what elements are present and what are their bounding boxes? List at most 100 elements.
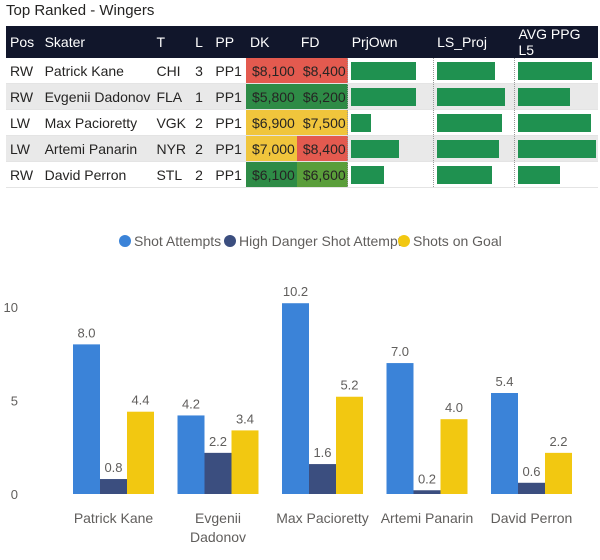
x-tick-label: Max Pacioretty [276, 510, 369, 526]
cell-team: STL [152, 161, 192, 188]
cell-fd-salary: $7,500 [296, 109, 348, 136]
avg-ppg-bar [517, 87, 570, 106]
column-header-team[interactable]: T [152, 26, 192, 58]
column-header-line[interactable]: L [191, 26, 212, 58]
legend-marker [224, 235, 236, 247]
cell-ls-proj [432, 161, 515, 188]
column-header-ls-proj[interactable]: LS_Proj [433, 26, 515, 58]
column-header-pp[interactable]: PP [211, 26, 246, 58]
prjown-bar [351, 61, 416, 80]
table-row[interactable]: LW Artemi Panarin NYR 2 PP1 $7,000 $8,40… [6, 135, 598, 162]
data-label: 1.6 [313, 445, 331, 460]
legend-label: Shot Attempts [134, 233, 221, 249]
avg-ppg-bar [517, 165, 560, 184]
data-label: 3.4 [236, 411, 254, 426]
avg-ppg-bar [517, 139, 597, 158]
data-label: 10.2 [283, 284, 308, 299]
ls-proj-bar [436, 113, 503, 132]
cell-dk-salary: $6,900 [246, 109, 297, 136]
ls-proj-bar [436, 61, 496, 80]
cell-avg-ppg [513, 109, 598, 136]
y-tick-label: 0 [11, 487, 18, 502]
ls-proj-bar [436, 165, 492, 184]
cell-pp: PP1 [211, 58, 246, 84]
column-header-prjown[interactable]: PrjOwn [347, 26, 434, 58]
data-label: 8.0 [77, 325, 95, 340]
cell-line: 2 [191, 135, 212, 162]
cell-skater: Artemi Panarin [40, 135, 153, 162]
data-label: 2.2 [549, 434, 567, 449]
cell-skater: Evgenii Dadonov [40, 83, 153, 110]
data-label: 4.2 [182, 396, 200, 411]
cell-dk-salary: $8,100 [246, 58, 297, 84]
shots-bar-chart: Shot Attempts High Danger Shot Attempts Sh… [4, 233, 573, 545]
cell-team: NYR [152, 135, 192, 162]
cell-pos: RW [6, 58, 41, 84]
cell-fd-salary: $6,200 [296, 83, 348, 110]
ls-proj-bar [436, 139, 499, 158]
table-row[interactable]: RW Evgenii Dadonov FLA 1 PP1 $5,800 $6,2… [6, 83, 598, 110]
bar [336, 396, 363, 494]
data-label: 4.4 [131, 393, 149, 408]
cell-fd-salary: $8,400 [296, 58, 348, 84]
data-label: 0.8 [104, 460, 122, 475]
cell-team: CHI [152, 58, 192, 84]
table-row[interactable]: RW Patrick Kane CHI 3 PP1 $8,100 $8,400 [6, 58, 598, 84]
cell-prjown [347, 135, 434, 162]
bar [282, 303, 309, 494]
prjown-bar [351, 165, 384, 184]
cell-pos: RW [6, 161, 41, 188]
table-row[interactable]: RW David Perron STL 2 PP1 $6,100 $6,600 [6, 161, 598, 188]
bar [73, 344, 100, 494]
cell-team: VGK [152, 109, 192, 136]
cell-pp: PP1 [211, 135, 246, 162]
table-row[interactable]: LW Max Pacioretty VGK 2 PP1 $6,900 $7,50… [6, 109, 598, 136]
column-header-fd[interactable]: FD [296, 26, 348, 58]
bar [100, 479, 127, 494]
x-tick-label: Dadonov [190, 529, 246, 545]
column-header-pos[interactable]: Pos [6, 26, 41, 58]
cell-ls-proj [432, 135, 515, 162]
avg-ppg-bar [517, 61, 593, 80]
cell-pp: PP1 [211, 83, 246, 110]
x-tick-label: Artemi Panarin [381, 510, 474, 526]
x-tick-label: Evgenii [195, 510, 241, 526]
bar [127, 411, 154, 494]
cell-pos: LW [6, 109, 41, 136]
cell-skater: Patrick Kane [40, 58, 153, 84]
cell-dk-salary: $5,800 [246, 83, 297, 110]
cell-line: 2 [191, 109, 212, 136]
cell-skater: Max Pacioretty [40, 109, 153, 136]
legend-label: High Danger Shot Attempts [239, 233, 409, 249]
table-header-row: Pos Skater T L PP DK FD PrjOwn LS_Proj A… [6, 26, 598, 58]
y-tick-label: 10 [4, 300, 18, 315]
cell-line: 3 [191, 58, 212, 84]
bar [491, 393, 518, 494]
legend-marker [398, 235, 410, 247]
y-tick-label: 5 [11, 393, 18, 408]
cell-pos: LW [6, 135, 41, 162]
bar [545, 452, 572, 494]
prjown-bar [351, 113, 371, 132]
bar [413, 490, 441, 494]
cell-pos: RW [6, 83, 41, 110]
column-header-avg-ppg-l5[interactable]: AVG PPG L5 [514, 26, 598, 58]
cell-line: 2 [191, 161, 212, 188]
column-header-dk[interactable]: DK [246, 26, 297, 58]
cell-ls-proj [432, 109, 515, 136]
data-label: 2.2 [209, 434, 227, 449]
avg-ppg-bar [517, 113, 591, 132]
column-header-skater[interactable]: Skater [40, 26, 153, 58]
cell-avg-ppg [513, 58, 598, 84]
wingers-table: Pos Skater T L PP DK FD PrjOwn LS_Proj A… [6, 26, 598, 188]
bar [204, 452, 232, 494]
cell-fd-salary: $8,400 [296, 135, 348, 162]
bar [440, 419, 468, 494]
cell-dk-salary: $6,100 [246, 161, 297, 188]
cell-dk-salary: $7,000 [246, 135, 297, 162]
data-label: 7.0 [391, 344, 409, 359]
ls-proj-bar [436, 87, 505, 106]
report-title: Top Ranked - Wingers [6, 2, 155, 19]
data-label: 0.6 [522, 464, 540, 479]
cell-pp: PP1 [211, 109, 246, 136]
